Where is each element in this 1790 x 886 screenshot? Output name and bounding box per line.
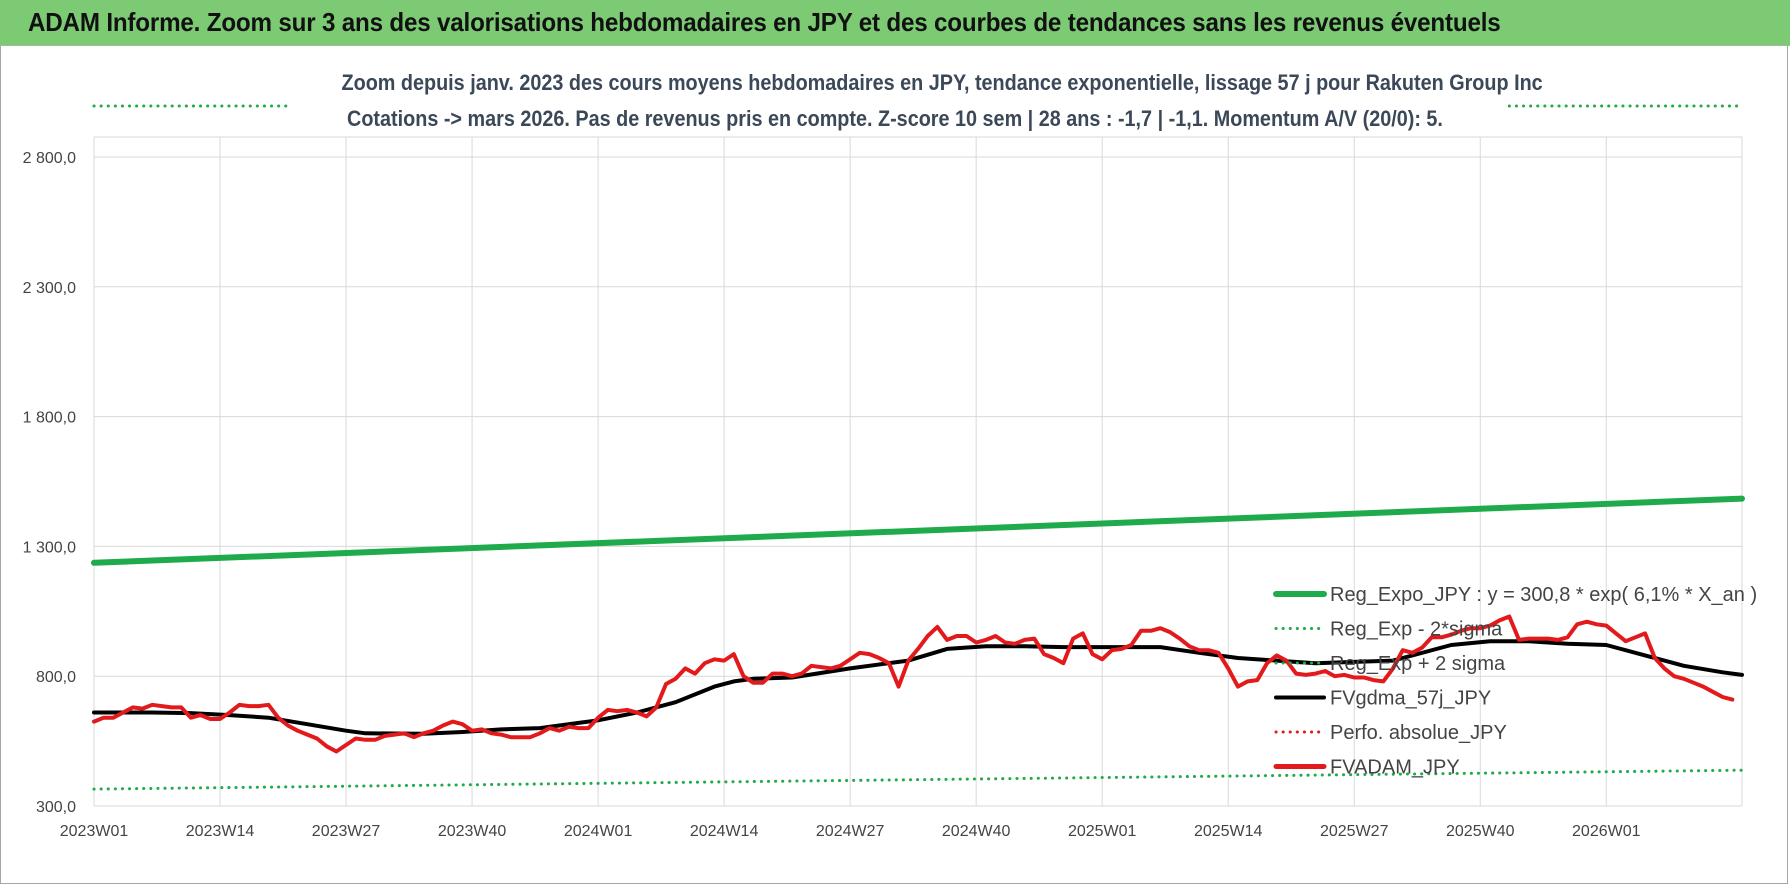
x-tick-label: 2024W14 — [690, 823, 759, 840]
legend-label-reg-expo: Reg_Expo_JPY : y = 300,8 * exp( 6,1% * X… — [1330, 584, 1757, 606]
chart-title: Zoom depuis janv. 2023 des cours moyens … — [341, 70, 1543, 95]
y-tick-label: 1 800,0 — [23, 410, 76, 427]
x-tick-label: 2026W01 — [1572, 823, 1641, 840]
legend-label-reg-plus: Reg_Exp + 2 sigma — [1330, 653, 1506, 675]
x-tick-label: 2023W27 — [312, 823, 381, 840]
series-line-reg-expo — [91, 495, 1745, 566]
x-tick-label: 2024W01 — [564, 823, 633, 840]
x-tick-label: 2025W40 — [1446, 823, 1515, 840]
y-tick-label: 300,0 — [36, 799, 76, 816]
y-tick-label: 2 300,0 — [23, 280, 76, 297]
legend-label-perfo: Perfo. absolue_JPY — [1330, 722, 1507, 744]
x-tick-label: 2025W01 — [1068, 823, 1137, 840]
legend-label-reg-minus: Reg_Exp - 2*sigma — [1330, 619, 1503, 641]
x-tick-label: 2024W40 — [942, 823, 1011, 840]
y-tick-label: 800,0 — [36, 669, 76, 686]
x-tick-label: 2025W27 — [1320, 823, 1389, 840]
chart-subtitle: Cotations -> mars 2026. Pas de revenus p… — [347, 106, 1443, 131]
report-title: ADAM Informe. Zoom sur 3 ans des valoris… — [28, 7, 1501, 37]
report-banner: ADAM Informe. Zoom sur 3 ans des valoris… — [0, 0, 1790, 46]
x-tick-label: 2024W27 — [816, 823, 885, 840]
x-tick-label: 2023W40 — [438, 823, 507, 840]
x-tick-label: 2025W14 — [1194, 823, 1263, 840]
series-line-fvadam — [92, 614, 1735, 754]
x-tick-label: 2023W01 — [60, 823, 129, 840]
series-line-reg-minus — [92, 768, 1744, 791]
legend-label-fvgdma: FVgdma_57j_JPY — [1330, 688, 1491, 710]
series-line-fvgdma — [92, 639, 1744, 736]
x-axis-ticks: 2023W01 2023W14 2023W27 2023W40 2024W01 2024W… — [60, 823, 1641, 840]
chart-series — [91, 104, 1745, 791]
chart-grid — [93, 136, 1743, 807]
legend-label-fvadam: FVADAM_JPY — [1330, 757, 1460, 779]
chart-legend: Reg_Expo_JPY : y = 300,8 * exp( 6,1% * X… — [1273, 584, 1757, 779]
y-tick-label: 1 300,0 — [23, 539, 76, 556]
y-tick-label: 2 800,0 — [23, 150, 76, 167]
y-axis-ticks: 300,0 800,0 1 300,0 1 800,0 2 300,0 2 800,0 — [23, 150, 76, 816]
x-tick-label: 2023W14 — [186, 823, 255, 840]
